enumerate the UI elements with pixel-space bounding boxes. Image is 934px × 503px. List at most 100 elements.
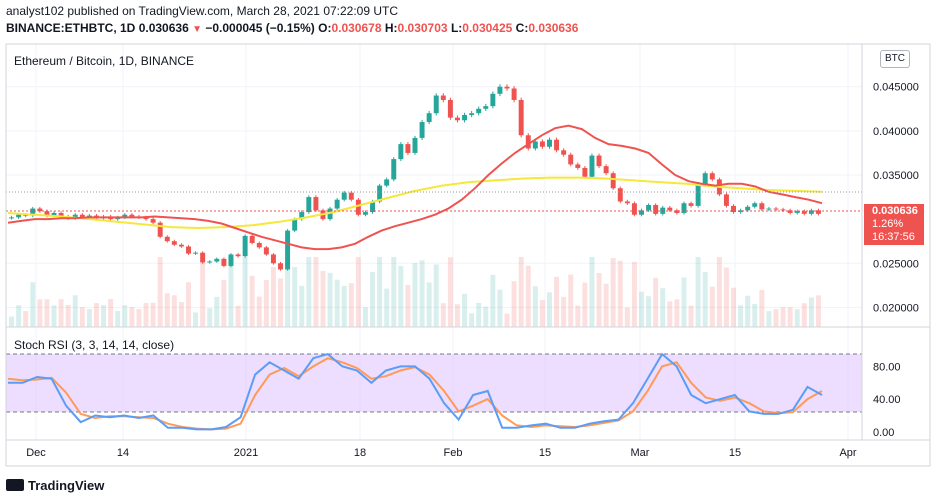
candle-body bbox=[801, 211, 807, 214]
candle-body bbox=[539, 141, 545, 147]
volume-bar bbox=[299, 285, 305, 327]
volume-bar bbox=[30, 282, 36, 327]
candle-body bbox=[603, 166, 609, 174]
volume-bar bbox=[731, 287, 736, 327]
candle-body bbox=[186, 246, 191, 254]
volume-bar bbox=[582, 282, 588, 327]
candle-body bbox=[504, 86, 510, 89]
rsi-axis[interactable]: 80.00 40.00 0.00 bbox=[873, 361, 901, 439]
volume-bar bbox=[624, 307, 630, 327]
volume-bar bbox=[79, 307, 85, 327]
candle-body bbox=[575, 164, 581, 168]
candle-body bbox=[745, 206, 751, 211]
candle-body bbox=[143, 217, 149, 220]
candle-body bbox=[44, 211, 50, 216]
volume-bar bbox=[65, 305, 71, 327]
low-value: 0.030425 bbox=[462, 21, 513, 35]
symbol-text: BINANCE:ETHBTC, 1D bbox=[6, 21, 136, 35]
volume-bar bbox=[745, 295, 751, 327]
volume-bar bbox=[646, 296, 652, 327]
ma-fast-line bbox=[7, 124, 823, 251]
volume-bar bbox=[547, 292, 552, 327]
candle-body bbox=[624, 201, 630, 204]
candle-body bbox=[122, 214, 128, 218]
volume-bar bbox=[72, 295, 78, 327]
volume-bar bbox=[419, 260, 425, 327]
candle-body bbox=[263, 247, 269, 255]
volume-bar bbox=[787, 307, 793, 327]
candle-body bbox=[51, 212, 57, 216]
candle-body bbox=[384, 179, 390, 186]
candle-body bbox=[313, 197, 319, 211]
high-label: H: bbox=[384, 21, 398, 35]
volume-bar bbox=[603, 283, 609, 327]
candle-body bbox=[178, 244, 184, 247]
volume-bar bbox=[94, 303, 99, 327]
candle-body bbox=[568, 154, 574, 165]
volume-bar bbox=[292, 267, 298, 327]
volume-bar bbox=[122, 305, 128, 327]
volume-bar bbox=[454, 304, 460, 327]
volume-bar bbox=[780, 307, 786, 327]
candle-body bbox=[306, 197, 312, 213]
candle-body bbox=[377, 185, 383, 202]
candle-body bbox=[398, 144, 404, 160]
candle-body bbox=[476, 108, 482, 114]
price-tick-label: 0.035000 bbox=[873, 170, 919, 182]
time-axis[interactable]: Dec 14 2021 18 Feb 15 Mar 15 Apr bbox=[26, 447, 857, 459]
rsi-legend[interactable]: Stoch RSI (3, 3, 14, 14, close) bbox=[14, 338, 175, 352]
volume-bar bbox=[285, 257, 291, 327]
volume-bar bbox=[44, 299, 50, 327]
time-tick-label: Dec bbox=[26, 447, 46, 459]
candle-body bbox=[447, 99, 453, 118]
price-tick-label: 0.025000 bbox=[873, 258, 919, 270]
chart-border bbox=[5, 43, 931, 467]
high-value: 0.030703 bbox=[397, 21, 448, 35]
candle-body bbox=[207, 261, 213, 263]
candle-body bbox=[16, 214, 22, 218]
price-tick-label: 0.020000 bbox=[873, 302, 919, 314]
volume-bar bbox=[384, 288, 390, 327]
volume-bar bbox=[270, 267, 276, 327]
price-axis[interactable]: 0.045000 0.040000 0.035000 0.025000 0.020000 bbox=[873, 82, 919, 315]
candle-body bbox=[37, 208, 43, 212]
candle-body bbox=[150, 219, 156, 223]
candle-body bbox=[348, 192, 354, 200]
candle-body bbox=[23, 214, 29, 216]
candle-body bbox=[355, 199, 361, 215]
time-tick-label: 14 bbox=[117, 447, 129, 459]
tradingview-logo[interactable]: TradingView bbox=[6, 478, 104, 493]
volume-bar bbox=[207, 308, 213, 327]
candle-body bbox=[780, 209, 786, 211]
volume-bar bbox=[129, 307, 135, 327]
candle-body bbox=[426, 113, 432, 123]
main-legend[interactable]: Ethereum / Bitcoin, 1D, BINANCE bbox=[14, 54, 195, 68]
candle-body bbox=[221, 258, 227, 266]
volume-bar bbox=[688, 305, 694, 327]
currency-badge[interactable]: BTC bbox=[880, 50, 910, 68]
candle-body bbox=[709, 173, 715, 180]
volume-bar bbox=[504, 313, 510, 327]
candle-body bbox=[370, 201, 376, 213]
volume-bar bbox=[532, 286, 538, 327]
volume-bar bbox=[589, 257, 595, 327]
rsi-band bbox=[6, 354, 862, 412]
candle-body bbox=[723, 194, 729, 206]
volume-bar bbox=[653, 277, 659, 327]
candle-body bbox=[617, 188, 623, 202]
volume-bar bbox=[433, 264, 439, 327]
candle-body bbox=[214, 258, 220, 262]
candle-body bbox=[405, 144, 411, 153]
volume-bar bbox=[483, 306, 489, 327]
volume-bar bbox=[355, 257, 361, 327]
volume-bar bbox=[341, 285, 347, 327]
time-tick-label: 15 bbox=[729, 447, 741, 459]
ma-slow-line bbox=[7, 176, 823, 230]
change-value: −0.000045 (−0.15%) bbox=[205, 21, 315, 35]
volume-bar bbox=[681, 277, 687, 327]
volume-bar bbox=[37, 299, 43, 327]
volume-histogram bbox=[9, 257, 821, 327]
last-price: 0.030636 bbox=[872, 205, 918, 217]
volume-bar bbox=[539, 300, 545, 327]
